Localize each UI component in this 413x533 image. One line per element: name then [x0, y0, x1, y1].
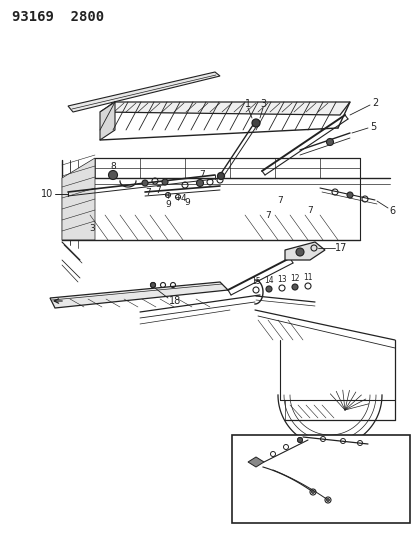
Polygon shape [284, 242, 324, 260]
Text: 3: 3 [259, 99, 266, 109]
Circle shape [326, 139, 333, 146]
Text: 7: 7 [155, 185, 161, 195]
Text: 7: 7 [264, 211, 270, 220]
Circle shape [252, 119, 259, 127]
Text: 10: 10 [41, 189, 53, 199]
Bar [231, 435, 409, 523]
Text: 12: 12 [290, 273, 299, 282]
Text: 7: 7 [145, 188, 150, 197]
Polygon shape [247, 457, 263, 467]
Text: 93169  2800: 93169 2800 [12, 10, 104, 24]
Text: 9: 9 [184, 198, 190, 206]
Text: 7: 7 [276, 196, 282, 205]
Text: 11: 11 [302, 272, 312, 281]
Circle shape [295, 248, 303, 256]
Circle shape [291, 284, 297, 290]
Circle shape [346, 192, 352, 198]
Circle shape [161, 179, 168, 185]
Text: 9: 9 [165, 199, 171, 208]
Text: 2: 2 [371, 98, 377, 108]
Polygon shape [100, 102, 349, 115]
Circle shape [142, 180, 147, 186]
Text: 4: 4 [180, 193, 185, 203]
Circle shape [196, 180, 203, 187]
Circle shape [150, 282, 155, 287]
Circle shape [326, 498, 329, 502]
Text: 15: 15 [251, 277, 260, 286]
Text: 3: 3 [89, 223, 95, 232]
Text: 8: 8 [110, 161, 116, 171]
Text: 1: 1 [244, 99, 250, 109]
Polygon shape [50, 282, 228, 308]
Text: 18: 18 [169, 296, 181, 306]
Circle shape [297, 438, 302, 442]
Text: 13: 13 [277, 274, 286, 284]
Text: 5: 5 [369, 122, 375, 132]
Text: 7: 7 [306, 206, 312, 214]
Text: 14: 14 [263, 276, 273, 285]
Text: 6: 6 [388, 206, 394, 216]
Circle shape [217, 173, 224, 180]
Circle shape [108, 171, 117, 180]
Circle shape [311, 490, 314, 494]
Circle shape [266, 286, 271, 292]
Text: 17: 17 [334, 243, 347, 253]
Text: 16: 16 [341, 440, 353, 450]
Text: 7: 7 [199, 169, 204, 179]
Polygon shape [100, 102, 115, 140]
Polygon shape [68, 72, 219, 112]
Polygon shape [62, 158, 95, 240]
